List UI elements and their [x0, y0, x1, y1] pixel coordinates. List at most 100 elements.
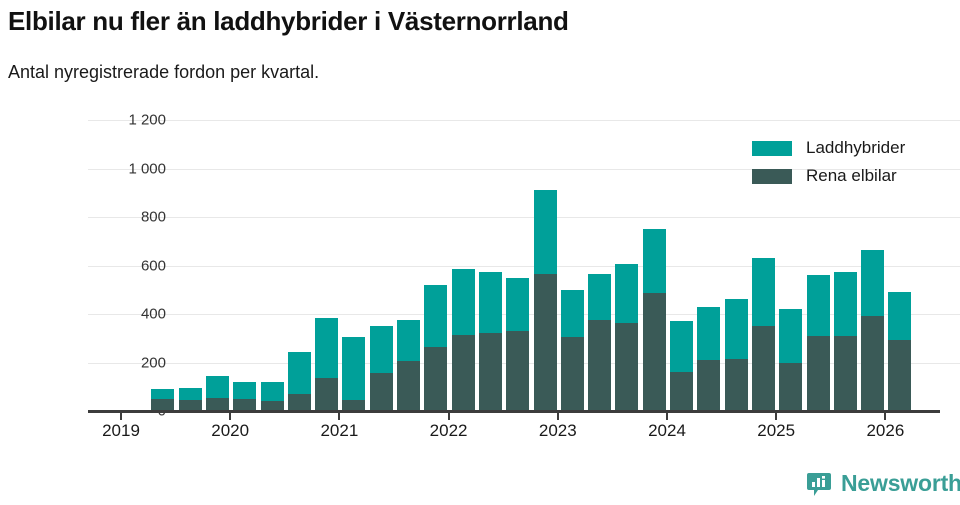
- bar-segment-rena-elbilar: [151, 398, 175, 411]
- y-axis-tick-label: 800: [140, 208, 166, 226]
- bar-segment-rena-elbilar: [615, 322, 639, 411]
- bar-chart-bubble-icon: [806, 471, 832, 497]
- bar-segment-laddhybrider: [424, 284, 448, 347]
- bar-2025-q2[interactable]: [806, 275, 830, 411]
- bar-2024-q4[interactable]: [751, 258, 775, 411]
- bar-2021-q4[interactable]: [424, 284, 448, 411]
- bar-2021-q1[interactable]: [342, 337, 366, 411]
- bar-segment-laddhybrider: [560, 289, 584, 338]
- bar-segment-rena-elbilar: [205, 397, 229, 411]
- legend-swatch-laddhybrider: [752, 140, 792, 156]
- bar-2023-q3[interactable]: [615, 264, 639, 411]
- x-axis-tick-mark: [666, 411, 668, 420]
- bar-2025-q4[interactable]: [861, 249, 885, 411]
- x-axis-tick-label: 2021: [320, 421, 359, 440]
- bar-2021-q2[interactable]: [369, 326, 393, 411]
- bar-2020-q4[interactable]: [315, 317, 339, 411]
- legend-item-laddhybrider[interactable]: Laddhybrider: [752, 134, 905, 162]
- y-axis-tick-label: 1 200: [128, 111, 166, 129]
- bar-segment-rena-elbilar: [233, 398, 257, 411]
- x-axis-tick-mark: [884, 411, 887, 420]
- bar-segment-laddhybrider: [451, 269, 475, 335]
- bar-segment-rena-elbilar: [861, 316, 885, 411]
- bar-segment-rena-elbilar: [888, 340, 912, 411]
- bar-segment-laddhybrider: [751, 258, 775, 327]
- gridline: [88, 168, 960, 170]
- x-axis-tick-mark: [229, 411, 232, 420]
- legend-item-rena-elbilar[interactable]: Rena elbilar: [752, 162, 905, 190]
- bar-segment-laddhybrider: [806, 275, 830, 336]
- legend-label-rena-elbilar: Rena elbilar: [806, 166, 897, 185]
- x-axis-tick-mark: [447, 411, 450, 420]
- bar-segment-laddhybrider: [642, 229, 666, 294]
- bar-segment-rena-elbilar: [751, 326, 775, 411]
- bar-2020-q2[interactable]: [260, 381, 284, 411]
- bar-series-group: [88, 120, 940, 411]
- x-axis-tick-mark: [120, 411, 122, 420]
- bar-2020-q3[interactable]: [287, 351, 311, 411]
- bar-2023-q4[interactable]: [642, 229, 666, 411]
- bar-segment-laddhybrider: [287, 351, 311, 395]
- bar-2021-q3[interactable]: [397, 320, 420, 411]
- bar-2023-q1[interactable]: [560, 289, 584, 411]
- bar-segment-rena-elbilar: [287, 394, 311, 411]
- x-axis-tick-label: 2023: [538, 421, 577, 440]
- bar-2023-q2[interactable]: [588, 274, 612, 411]
- legend-swatch-rena-elbilar: [752, 168, 792, 184]
- brand-name: Newsworthy: [841, 470, 960, 496]
- bar-2020-q1[interactable]: [233, 381, 257, 411]
- y-axis-tick-label: 200: [140, 354, 166, 371]
- bar-2022-q1[interactable]: [451, 269, 475, 411]
- bar-segment-rena-elbilar: [560, 337, 584, 411]
- page-title: Elbilar nu fler än laddhybrider i Väster…: [8, 6, 569, 36]
- bar-segment-rena-elbilar: [397, 361, 420, 411]
- newsworthy-logo[interactable]: Newsworthy: [806, 470, 960, 497]
- bar-segment-rena-elbilar: [178, 400, 202, 411]
- bar-segment-rena-elbilar: [806, 335, 830, 411]
- bar-segment-laddhybrider: [342, 337, 366, 401]
- bar-segment-laddhybrider: [670, 321, 693, 373]
- bar-segment-laddhybrider: [861, 249, 885, 317]
- bar-2019-q2[interactable]: [151, 389, 175, 411]
- bar-2019-q4[interactable]: [205, 375, 229, 411]
- bar-segment-rena-elbilar: [833, 335, 857, 411]
- y-axis-tick-label: 600: [140, 257, 166, 274]
- bar-segment-laddhybrider: [315, 317, 339, 379]
- gridline: [88, 120, 960, 121]
- bar-2026-q1[interactable]: [888, 292, 912, 411]
- bar-segment-laddhybrider: [369, 326, 393, 374]
- x-axis-tick-label: 2025: [757, 421, 796, 440]
- bar-2024-q1[interactable]: [670, 321, 693, 411]
- bar-2019-q3[interactable]: [178, 387, 202, 411]
- bar-segment-rena-elbilar: [260, 401, 284, 411]
- y-axis-tick-label: 400: [140, 305, 166, 323]
- bar-2022-q3[interactable]: [506, 277, 530, 411]
- x-axis-tick-mark: [775, 411, 778, 420]
- gridline: [88, 217, 960, 218]
- x-axis-line: [88, 410, 940, 413]
- bar-segment-rena-elbilar: [642, 293, 666, 411]
- bar-segment-rena-elbilar: [670, 372, 693, 411]
- y-axis-tick-label: 1 000: [128, 160, 166, 177]
- bar-segment-laddhybrider: [779, 309, 803, 363]
- x-axis-tick-mark: [556, 411, 559, 420]
- bar-segment-rena-elbilar: [451, 334, 475, 411]
- bar-segment-laddhybrider: [397, 320, 420, 362]
- gridline: [88, 265, 960, 267]
- bar-segment-rena-elbilar: [424, 346, 448, 411]
- bar-2022-q2[interactable]: [478, 271, 502, 411]
- bar-2024-q3[interactable]: [724, 299, 748, 411]
- bar-2025-q3[interactable]: [833, 271, 857, 411]
- bar-segment-rena-elbilar: [533, 274, 557, 411]
- x-axis-tick-label: 2026: [866, 421, 905, 440]
- x-axis-tick-label: 2024: [648, 421, 686, 440]
- bar-2025-q1[interactable]: [779, 309, 803, 411]
- bar-2022-q4[interactable]: [533, 190, 557, 411]
- bar-segment-rena-elbilar: [369, 373, 393, 411]
- bar-segment-rena-elbilar: [724, 358, 748, 411]
- x-axis-tick-label: 2022: [429, 421, 468, 440]
- bar-2024-q2[interactable]: [697, 306, 721, 411]
- bar-segment-laddhybrider: [233, 381, 257, 399]
